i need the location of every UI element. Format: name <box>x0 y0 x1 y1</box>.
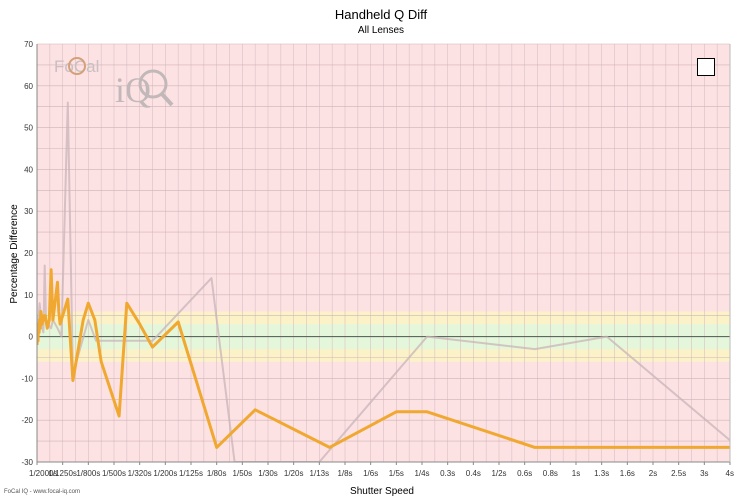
x-tick-label: 1/5s <box>389 469 404 478</box>
y-axis-label: Percentage Difference <box>9 204 20 304</box>
y-tick-label: 0 <box>29 333 34 342</box>
x-tick-label: 1s <box>572 469 580 478</box>
x-tick-label: 1/2s <box>491 469 506 478</box>
y-tick-label: -20 <box>21 416 33 425</box>
x-tick-label: 1/320s <box>128 469 152 478</box>
series-group <box>37 101 730 462</box>
toggle-checkbox[interactable] <box>697 58 715 76</box>
x-tick-label: 1/20s <box>284 469 304 478</box>
x-tick-label: 1/125s <box>179 469 203 478</box>
x-tick-label: 0.4s <box>466 469 481 478</box>
magnifier-handle-icon <box>160 92 174 107</box>
y-tick-label: 20 <box>24 249 33 258</box>
y-tick-label: 40 <box>24 165 33 174</box>
x-tick-label: 1/6s <box>363 469 378 478</box>
logo-brand-text: FoCal <box>54 57 99 76</box>
x-tick-label: 1/1250s <box>48 469 76 478</box>
x-tick-label: 1.6s <box>620 469 635 478</box>
x-tick-label: 1/200s <box>153 469 177 478</box>
x-tick-label: 1/8s <box>337 469 352 478</box>
series-line-1 <box>37 101 730 462</box>
focal-iq-logo: FoCal iQ <box>54 57 174 110</box>
x-tick-label: 1/50s <box>233 469 253 478</box>
x-tick-label: 1/500s <box>102 469 126 478</box>
x-tick-label: 0.6s <box>517 469 532 478</box>
x-tick-label: 1/30s <box>258 469 278 478</box>
x-tick-label: 1/800s <box>76 469 100 478</box>
grid-lines <box>36 43 731 463</box>
y-tick-label: 50 <box>24 124 33 133</box>
x-tick-label: 1/13s <box>310 469 330 478</box>
chart-subtitle: All Lenses <box>358 25 404 36</box>
x-tick-label: 0.8s <box>543 469 558 478</box>
logo-suffix-text: iQ <box>115 70 151 110</box>
series-line-0 <box>37 268 730 449</box>
x-tick-label: 1/4s <box>414 469 429 478</box>
chart-title: Handheld Q Diff <box>335 7 428 22</box>
x-tick-label: 1/80s <box>207 469 227 478</box>
logo-ring-icon <box>68 57 86 75</box>
x-axis-label: Shutter Speed <box>350 486 414 497</box>
x-tick-label: 1.3s <box>594 469 609 478</box>
x-tick-label: 1/2000s <box>29 469 57 478</box>
x-tick-label: 0.3s <box>440 469 455 478</box>
x-tick-label: 4s <box>726 469 734 478</box>
y-tick-label: 70 <box>24 40 33 49</box>
y-tick-label: 10 <box>24 291 33 300</box>
y-tick-label: -10 <box>21 374 33 383</box>
footer-credit: FoCal IQ - www.focal-iq.com <box>4 489 81 495</box>
y-tick-label: -30 <box>21 458 33 467</box>
x-tick-label: 2.5s <box>671 469 686 478</box>
x-tick-label: 2s <box>649 469 657 478</box>
y-tick-label: 60 <box>24 82 33 91</box>
x-tick-label: 3s <box>700 469 708 478</box>
y-tick-label: 30 <box>24 207 33 216</box>
magnifier-icon <box>138 69 168 99</box>
